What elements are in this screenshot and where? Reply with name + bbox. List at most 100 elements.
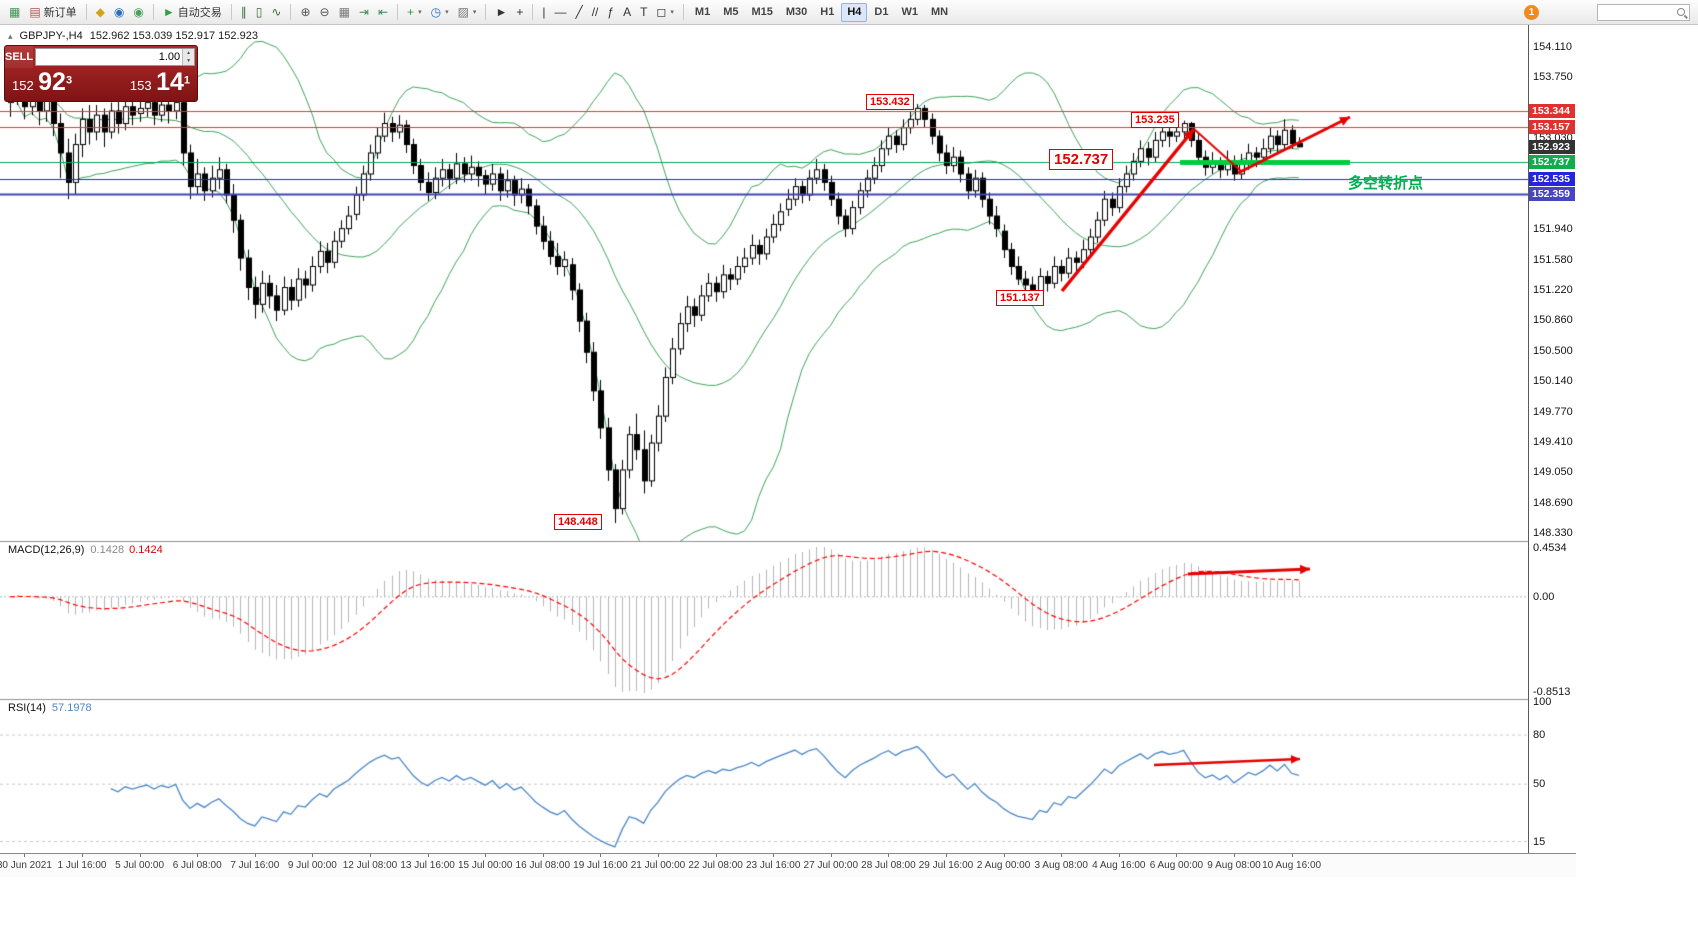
mql5-icon[interactable]: ◆ xyxy=(92,2,109,22)
notification-badge[interactable]: 1 xyxy=(1524,4,1539,20)
timeframe-m30[interactable]: M30 xyxy=(785,6,808,18)
time-label: 23 Jul 16:00 xyxy=(745,860,801,871)
price-axis-label: 151.580 xyxy=(1533,253,1573,266)
cursor-button[interactable]: ► xyxy=(491,2,511,22)
news-icon[interactable]: ◉ xyxy=(129,2,147,22)
trendline-button-glyph: ╱ xyxy=(575,5,583,19)
toolbar-separator xyxy=(397,4,399,20)
trendline-button[interactable]: ╱ xyxy=(571,2,586,22)
chart-shift-button[interactable]: ⇤ xyxy=(374,2,392,22)
bar-chart-button[interactable]: ∥ xyxy=(237,2,251,22)
buy-button[interactable]: BUY xyxy=(197,46,198,68)
templates-dropdown[interactable]: ▨ ▾ xyxy=(454,2,481,22)
autotrading-button[interactable]: ► 自动交易 xyxy=(159,2,226,22)
text-button[interactable]: A xyxy=(619,2,635,22)
chart-window-icon[interactable]: ▦ xyxy=(5,2,24,22)
search-input[interactable] xyxy=(1602,5,1674,19)
timeframe-h4[interactable]: H4 xyxy=(841,2,868,22)
chart-note-text[interactable]: 多空转折点 xyxy=(1348,175,1424,192)
rsi-name: RSI(14) xyxy=(8,702,46,714)
candlestick-chart-button[interactable]: ▯ xyxy=(252,2,267,22)
mql5-icon-glyph: ◆ xyxy=(95,5,105,19)
search-icon[interactable] xyxy=(1677,8,1685,16)
timeframe-mn[interactable]: MN xyxy=(930,6,949,18)
time-label: 29 Jul 16:00 xyxy=(918,860,974,871)
volume-up-button[interactable]: ▲ xyxy=(182,49,195,57)
cursor-button-glyph: ► xyxy=(495,5,508,19)
auto-scroll-button[interactable]: ⇥ xyxy=(355,2,373,22)
time-tick xyxy=(888,854,890,857)
rsi-axis-label: 50 xyxy=(1533,778,1546,791)
vertical-line-button[interactable]: | xyxy=(538,2,549,22)
crosshair-button[interactable]: + xyxy=(512,2,527,22)
price-callout[interactable]: 152.737 xyxy=(1049,149,1114,170)
shapes-dropdown[interactable]: ◻ ▾ xyxy=(652,2,677,22)
timeframe-m5[interactable]: M5 xyxy=(723,6,739,18)
rsi-axis-label: 100 xyxy=(1533,696,1552,709)
zoom-in-button[interactable]: ⊕ xyxy=(296,2,314,22)
time-tick xyxy=(24,854,26,857)
timeframe-w1[interactable]: W1 xyxy=(901,6,918,18)
price-axis-label: 153.750 xyxy=(1533,71,1573,84)
timeframe-m15[interactable]: M15 xyxy=(751,6,773,18)
zoom-out-button[interactable]: ⊖ xyxy=(316,2,334,22)
indicators-dropdown-glyph: + xyxy=(407,5,415,19)
timeframe-m1[interactable]: M1 xyxy=(694,6,711,18)
price-axis-label: 149.770 xyxy=(1533,405,1573,418)
time-tick xyxy=(658,854,659,857)
text-button-glyph: A xyxy=(623,5,632,19)
time-tick xyxy=(485,854,487,857)
sell-button[interactable]: SELL xyxy=(5,46,34,68)
price-axis-label: 154.110 xyxy=(1533,41,1572,54)
price-callout[interactable]: 153.432 xyxy=(866,94,914,110)
sell-price-display[interactable]: 152 923 xyxy=(12,68,72,97)
price-axis-label: 148.690 xyxy=(1533,496,1573,509)
time-tick xyxy=(82,854,83,857)
price-tag: 152.923 xyxy=(1529,139,1575,154)
symbol-period-label: GBPJPY-,H4 xyxy=(19,30,83,42)
price-axis-label: 150.500 xyxy=(1533,344,1573,357)
time-axis[interactable]: 30 Jun 2021 1 Jul 16:00 5 Jul 00:00 6 Jul 0… xyxy=(0,853,1576,877)
line-chart-button[interactable]: ∿ xyxy=(267,2,285,22)
volume-input[interactable] xyxy=(36,49,183,65)
label-button[interactable]: T xyxy=(636,2,651,22)
macd-main-value: 0.1428 xyxy=(90,544,125,556)
price-callout[interactable]: 148.448 xyxy=(554,514,602,530)
volume-down-button[interactable]: ▼ xyxy=(182,57,195,65)
horizontal-line-button[interactable]: — xyxy=(550,2,570,22)
time-label: 30 Jun 2021 xyxy=(0,860,52,871)
zoom-in-button-glyph: ⊕ xyxy=(300,5,311,19)
toolbar-items: ▦ ▤ 新订单 ◆ ◉ ◉ ► 自动交易 ∥ ▯ ∿ ⊕ ⊖ ▦ ⇥ ⇤ + ▾ ◷ ▾ ▨ ▾ ► + | — ╱//ƒ A T ◻ ▾ M… xyxy=(5,2,954,22)
timeframe-d1[interactable]: D1 xyxy=(874,6,889,18)
chart-icon: ▴ xyxy=(8,30,13,41)
auto-scroll-button-glyph: ⇥ xyxy=(358,5,369,19)
price-callout[interactable]: 151.137 xyxy=(996,290,1044,306)
buy-price-display[interactable]: 153 141 xyxy=(130,68,190,97)
tile-windows-button[interactable]: ▦ xyxy=(335,2,354,22)
community-icon[interactable]: ◉ xyxy=(110,2,128,22)
sell-price-figure: 152 xyxy=(12,78,34,93)
chart-window: 30 Jun 2021 1 Jul 16:00 5 Jul 00:00 6 Jul 0… xyxy=(0,25,1576,877)
periods-dropdown[interactable]: ◷ ▾ xyxy=(427,2,453,22)
time-label: 21 Jul 00:00 xyxy=(630,860,686,871)
channel-button[interactable]: // xyxy=(588,2,603,22)
price-axis-label: 150.860 xyxy=(1533,314,1573,327)
toolbar-separator xyxy=(290,4,292,20)
indicators-dropdown[interactable]: + ▾ xyxy=(403,2,426,22)
chart-shift-button-glyph: ⇤ xyxy=(377,5,389,19)
time-label: 9 Jul 00:00 xyxy=(287,860,337,871)
chart-canvas[interactable] xyxy=(0,25,1528,853)
indicators-dropdown-caret: ▾ xyxy=(418,9,422,16)
toolbar-separator xyxy=(682,4,684,20)
fibonacci-button[interactable]: ƒ xyxy=(603,2,618,22)
price-callout[interactable]: 153.235 xyxy=(1131,112,1179,128)
timeframe-h1[interactable]: H1 xyxy=(820,6,835,18)
new-order-button-glyph: ▤ xyxy=(29,5,41,19)
rsi-value: 57.1978 xyxy=(51,702,92,714)
time-tick xyxy=(600,854,602,857)
time-tick xyxy=(946,854,947,857)
new-order-button[interactable]: ▤ 新订单 xyxy=(25,2,80,22)
time-label: 10 Aug 16:00 xyxy=(1262,860,1322,871)
time-label: 5 Jul 00:00 xyxy=(115,860,165,871)
